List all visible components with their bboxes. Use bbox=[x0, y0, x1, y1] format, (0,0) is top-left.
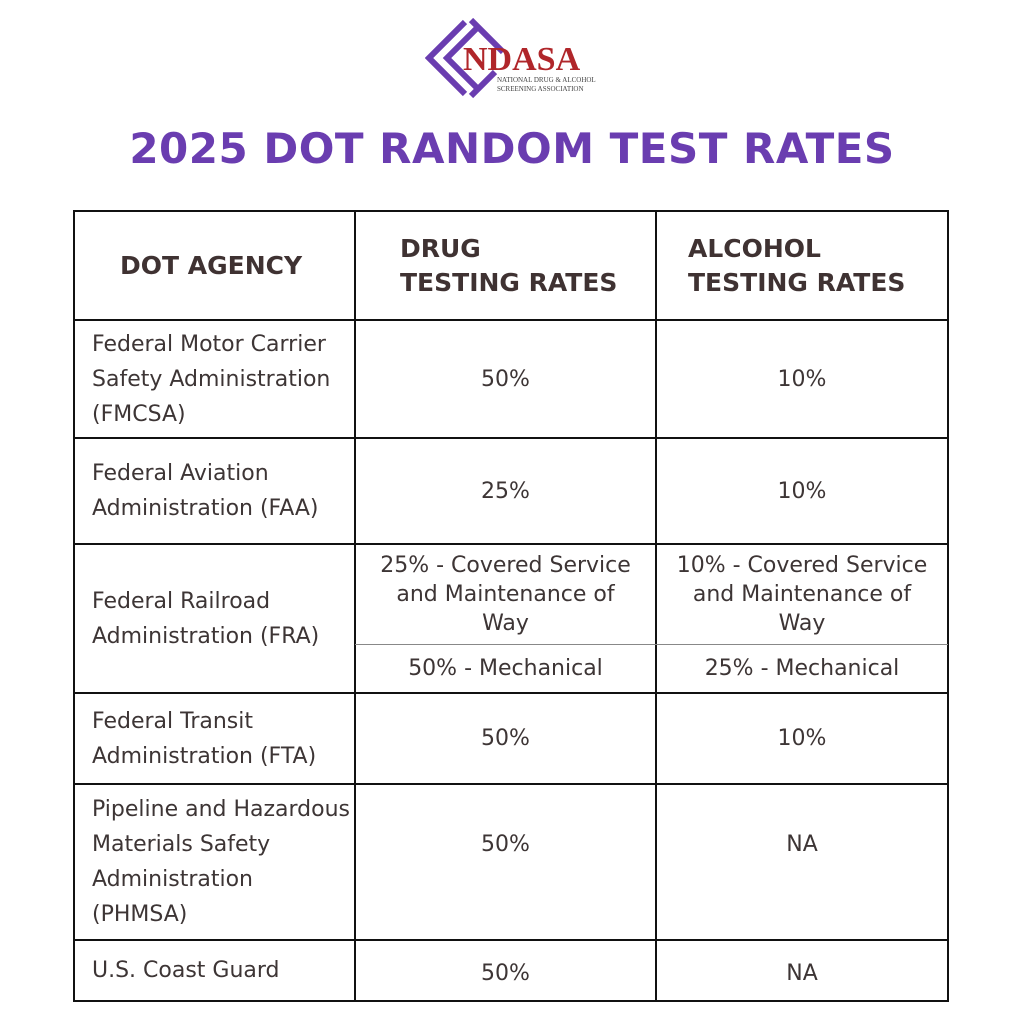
table-border bbox=[947, 210, 949, 1002]
ndasa-logo: NDASA NATIONAL DRUG & ALCOHOL SCREENING … bbox=[424, 17, 600, 103]
header-drug: DRUG TESTING RATES bbox=[400, 233, 618, 297]
agency-fra: Federal Railroad Administration (FRA) bbox=[92, 588, 320, 649]
row-divider bbox=[73, 543, 949, 545]
alcohol-rate-fra-covered: 10% - Covered Service and Maintenance of… bbox=[676, 552, 928, 636]
drug-rate-fra-covered: 25% - Covered Service and Maintenance of… bbox=[380, 552, 631, 636]
drug-rate-fra-mechanical: 50% - Mechanical bbox=[408, 656, 603, 681]
alcohol-rate-fta: 10% bbox=[777, 726, 827, 751]
alcohol-rate-faa: 10% bbox=[777, 478, 827, 504]
row-divider bbox=[73, 210, 949, 212]
agency-phmsa: Pipeline and Hazardous Materials Safety … bbox=[92, 797, 351, 927]
alcohol-rate-uscg: NA bbox=[786, 960, 818, 986]
drug-rate-fta: 50% bbox=[481, 726, 530, 751]
row-divider bbox=[73, 692, 949, 694]
row-divider bbox=[73, 783, 949, 785]
header-alcohol: ALCOHOL TESTING RATES bbox=[688, 233, 906, 297]
row-divider bbox=[73, 437, 949, 439]
row-divider bbox=[73, 319, 949, 321]
agency-uscg: U.S. Coast Guard bbox=[92, 958, 280, 983]
table-border bbox=[73, 210, 75, 1002]
header-agency: DOT AGENCY bbox=[120, 250, 303, 280]
sub-row-divider bbox=[355, 644, 948, 645]
svg-text:NATIONAL DRUG & ALCOHOL: NATIONAL DRUG & ALCOHOL bbox=[497, 76, 596, 84]
column-divider bbox=[354, 210, 356, 1002]
drug-rate-faa: 25% bbox=[481, 478, 530, 504]
agency-fta: Federal Transit Administration (FTA) bbox=[92, 708, 317, 769]
page-title: 2025 DOT RANDOM TEST RATES bbox=[129, 124, 895, 173]
agency-fmcsa: Federal Motor Carrier Safety Administrat… bbox=[92, 331, 331, 427]
row-divider bbox=[73, 939, 949, 941]
svg-text:NDASA: NDASA bbox=[463, 41, 581, 78]
agency-faa: Federal Aviation Administration (FAA) bbox=[92, 461, 319, 521]
alcohol-rate-fra-mechanical: 25% - Mechanical bbox=[704, 656, 900, 681]
diamond-logo-icon: NDASA NATIONAL DRUG & ALCOHOL SCREENING … bbox=[424, 17, 596, 99]
alcohol-rate-phmsa: NA bbox=[786, 831, 818, 857]
svg-text:SCREENING ASSOCIATION: SCREENING ASSOCIATION bbox=[497, 85, 584, 93]
alcohol-rate-fmcsa: 10% bbox=[777, 366, 827, 392]
column-divider bbox=[655, 210, 657, 1002]
table-border bbox=[73, 1000, 949, 1002]
drug-rate-fmcsa: 50% bbox=[481, 366, 530, 392]
drug-rate-phmsa: 50% bbox=[481, 831, 530, 857]
drug-rate-uscg: 50% bbox=[481, 960, 530, 986]
